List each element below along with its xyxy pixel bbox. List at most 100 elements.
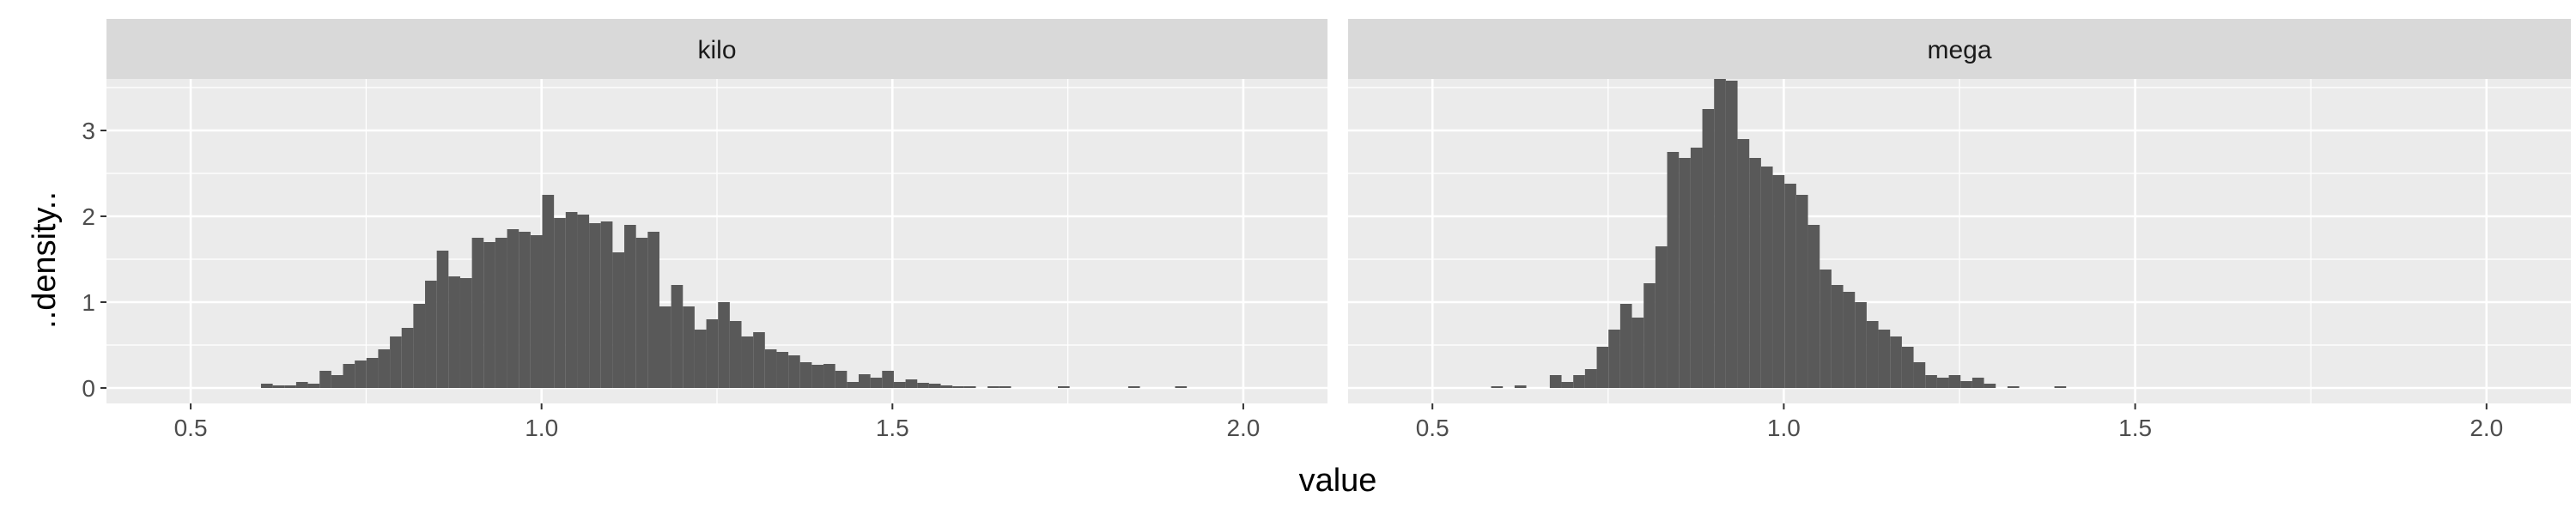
x-tick-label: 1.5 [2118, 415, 2152, 441]
histogram-bar [870, 378, 883, 388]
histogram-bar [1549, 375, 1562, 388]
histogram-bar [1514, 385, 1527, 388]
histogram-bar [1690, 148, 1703, 388]
histogram-bar [507, 229, 519, 388]
histogram-bar [847, 382, 860, 388]
histogram-bar [1843, 292, 1856, 388]
histogram-bar [999, 386, 1012, 388]
histogram-bar [378, 349, 391, 388]
histogram-bar [319, 371, 331, 388]
histogram-bar [729, 321, 742, 388]
histogram-bar [448, 276, 460, 388]
x-tick-label: 2.0 [2470, 415, 2503, 441]
histogram-bar [1820, 270, 1832, 388]
histogram-bar [671, 285, 683, 388]
histogram-bar [565, 212, 578, 388]
histogram-bar [799, 362, 812, 388]
x-tick-label: 1.0 [525, 415, 558, 441]
histogram-bar [776, 352, 789, 388]
y-tick-label: 3 [82, 118, 95, 144]
histogram-bar [355, 360, 367, 388]
histogram-bar [459, 278, 472, 388]
histogram-bar [1631, 318, 1644, 388]
histogram-bar [1807, 225, 1820, 388]
histogram-bar [1878, 330, 1891, 388]
histogram-bar [366, 358, 379, 388]
histogram-bar [471, 238, 484, 388]
histogram-bar [718, 302, 730, 388]
histogram-bar [952, 386, 964, 388]
facet-strip-label: mega [1927, 36, 1991, 64]
histogram-bar [2054, 386, 2067, 388]
histogram-bar [659, 306, 671, 388]
histogram-bar [1795, 195, 1808, 388]
histogram-bar [753, 332, 765, 388]
facet-strip-background [106, 19, 1327, 79]
histogram-bar [963, 386, 976, 388]
histogram-bar [1175, 386, 1188, 388]
histogram-bar [2007, 386, 2020, 388]
histogram-bar [554, 218, 566, 388]
histogram-bar [1960, 381, 1972, 388]
y-axis-title: ..density.. [27, 191, 63, 329]
histogram-bar [260, 384, 273, 388]
histogram-bar [823, 364, 835, 388]
facet-strip-background [1348, 19, 2571, 79]
histogram-bar [1667, 152, 1680, 388]
histogram-bar [1702, 109, 1715, 388]
histogram-bar [1984, 384, 1996, 388]
histogram-bar [1608, 330, 1620, 388]
histogram-bar [835, 371, 848, 388]
histogram-bar [1127, 386, 1140, 388]
histogram-bar [1737, 139, 1750, 388]
histogram-bar [1596, 347, 1609, 388]
x-axis-title: value [1299, 463, 1377, 499]
histogram-bar [331, 375, 343, 388]
histogram-bar [1058, 386, 1070, 388]
histogram-bar [647, 232, 659, 388]
histogram-bar [425, 281, 437, 388]
y-tick-label: 2 [82, 203, 95, 230]
histogram-bar [1643, 283, 1656, 388]
histogram-bar [483, 242, 495, 388]
histogram-bar [1971, 378, 1984, 388]
y-tick-label: 0 [82, 375, 95, 402]
histogram-bar [635, 238, 648, 388]
histogram-bar [495, 238, 507, 388]
histogram-bar [1866, 321, 1879, 388]
facet-strip-label: kilo [697, 36, 736, 64]
x-tick-label: 1.0 [1767, 415, 1801, 441]
histogram-bar [694, 330, 707, 388]
histogram-bar [1491, 386, 1504, 388]
histogram-bar [1784, 184, 1796, 388]
histogram-bar [519, 232, 531, 388]
histogram-bar [882, 371, 894, 388]
histogram-bar [272, 385, 285, 388]
histogram-bar [530, 235, 543, 388]
histogram-bar [577, 215, 590, 388]
histogram-bar [1714, 79, 1726, 388]
histogram-bar [1772, 175, 1785, 388]
histogram-bar [928, 384, 941, 388]
histogram-bar [1749, 158, 1761, 388]
histogram-bar [1831, 285, 1844, 388]
y-tick-label: 1 [82, 289, 95, 316]
histogram-bar [1936, 378, 1949, 388]
histogram-bar [307, 384, 320, 388]
histogram-bar [1655, 246, 1668, 388]
histogram-bar [811, 365, 824, 388]
histogram-bar [343, 364, 355, 388]
facet-panel-kilo: kilo 0.5 1.0 1.5 2.0 [106, 19, 1327, 441]
histogram-bar [788, 355, 800, 388]
histogram-bar [624, 225, 636, 388]
histogram-bar [401, 328, 414, 388]
histogram-bar [1948, 375, 1961, 388]
histogram-bar [741, 336, 754, 388]
histogram-bar [589, 223, 601, 388]
x-tick-label: 2.0 [1226, 415, 1260, 441]
histogram-bar [1855, 302, 1867, 388]
histogram-bar [1901, 347, 1914, 388]
histogram-bar [987, 386, 999, 388]
facet-panel-mega: mega 0.5 1.0 1.5 2.0 [1348, 19, 2571, 441]
